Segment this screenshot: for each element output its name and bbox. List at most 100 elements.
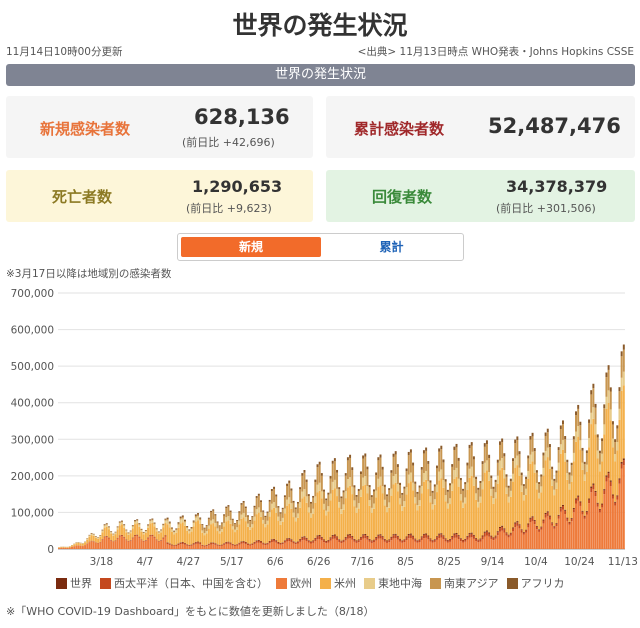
bar-segment: [253, 542, 256, 544]
bar-segment: [225, 543, 228, 549]
bar-segment: [546, 457, 549, 512]
bar-segment: [485, 444, 488, 461]
bar-segment: [181, 544, 184, 549]
bar-segment: [538, 492, 541, 499]
bar-segment: [514, 443, 517, 459]
bar-segment: [505, 535, 508, 549]
bar-segment: [527, 478, 530, 524]
bar-segment: [275, 494, 278, 497]
bar-segment: [290, 490, 293, 504]
bar-segment: [359, 474, 362, 490]
bar-segment: [462, 502, 465, 508]
bar-segment: [97, 537, 100, 539]
bar-segment: [203, 527, 206, 529]
bar-segment: [170, 529, 173, 532]
bar-segment: [151, 520, 154, 523]
bar-segment: [379, 534, 382, 536]
bar-segment: [566, 459, 569, 463]
bar-segment: [283, 540, 286, 543]
bar-segment: [155, 531, 158, 540]
bar-segment: [353, 500, 356, 507]
bar-segment: [157, 534, 160, 541]
bar-segment: [579, 425, 582, 441]
bar-segment: [153, 524, 156, 527]
bar-segment: [562, 506, 564, 510]
bar-segment: [575, 499, 577, 504]
bar-segment: [451, 536, 454, 537]
bar-segment: [351, 539, 354, 549]
bar-segment: [512, 481, 514, 528]
bar-segment: [501, 467, 504, 526]
bar-segment: [290, 508, 293, 540]
bar-segment: [90, 535, 93, 541]
bar-segment: [479, 539, 482, 542]
bar-segment: [438, 480, 441, 534]
bar-segment: [277, 516, 280, 521]
bar-segment: [140, 529, 143, 531]
bar-segment: [323, 539, 325, 541]
bar-segment: [273, 507, 276, 539]
bar-segment: [251, 517, 254, 525]
bar-segment: [542, 523, 545, 549]
bar-segment: [488, 458, 491, 473]
bar-segment: [197, 516, 199, 521]
tab-new[interactable]: 新規: [181, 237, 321, 257]
bar-segment: [525, 530, 528, 533]
bar-segment: [153, 522, 156, 524]
bar-segment: [149, 520, 152, 522]
bar-segment: [294, 508, 297, 518]
bar-segment: [157, 541, 160, 542]
bar-segment: [344, 473, 347, 476]
bar-segment: [312, 540, 315, 542]
bar-segment: [548, 447, 551, 461]
bar-segment: [166, 519, 169, 521]
bar-segment: [475, 537, 478, 539]
bar-segment: [468, 477, 471, 534]
bar-segment: [329, 500, 332, 538]
bar-segment: [401, 510, 404, 541]
bar-segment: [373, 491, 375, 504]
bar-segment: [562, 449, 564, 505]
bar-segment: [596, 503, 599, 507]
bar-segment: [273, 541, 276, 549]
bar-segment: [257, 493, 260, 496]
bar-segment: [123, 525, 126, 526]
bar-segment: [264, 545, 267, 549]
bar-segment: [494, 482, 497, 493]
bar-segment: [499, 528, 501, 532]
bar-segment: [125, 532, 128, 540]
bar-segment: [114, 540, 117, 542]
bar-segment: [407, 455, 410, 475]
bar-segment: [607, 369, 610, 391]
bar-segment: [570, 518, 573, 519]
bar-segment: [518, 528, 521, 549]
bar-segment: [577, 436, 580, 496]
bar-segment: [266, 520, 269, 525]
bar-segment: [214, 544, 217, 549]
bar-segment: [323, 489, 325, 492]
bar-segment: [386, 540, 388, 542]
bar-segment: [268, 499, 271, 502]
bar-segment: [277, 544, 280, 549]
bar-segment: [459, 494, 462, 501]
bar-segment: [331, 534, 334, 536]
bar-segment: [303, 537, 306, 540]
bar-segment: [433, 539, 436, 542]
bar-segment: [301, 475, 304, 492]
tab-total[interactable]: 累計: [379, 240, 404, 254]
bar-segment: [390, 536, 393, 538]
bar-segment: [340, 541, 343, 544]
bar-segment: [566, 518, 569, 521]
bar-segment: [207, 525, 210, 529]
bar-segment: [216, 521, 219, 523]
bar-segment: [142, 532, 145, 533]
bar-segment: [470, 537, 473, 549]
x-tick-label: 5/17: [220, 556, 244, 568]
bar-segment: [516, 436, 519, 441]
bar-segment: [359, 471, 362, 475]
bar-segment: [251, 543, 254, 546]
bar-segment: [275, 496, 278, 508]
bar-segment: [492, 503, 495, 538]
bar-segment: [162, 523, 165, 525]
bar-segment: [577, 500, 580, 549]
